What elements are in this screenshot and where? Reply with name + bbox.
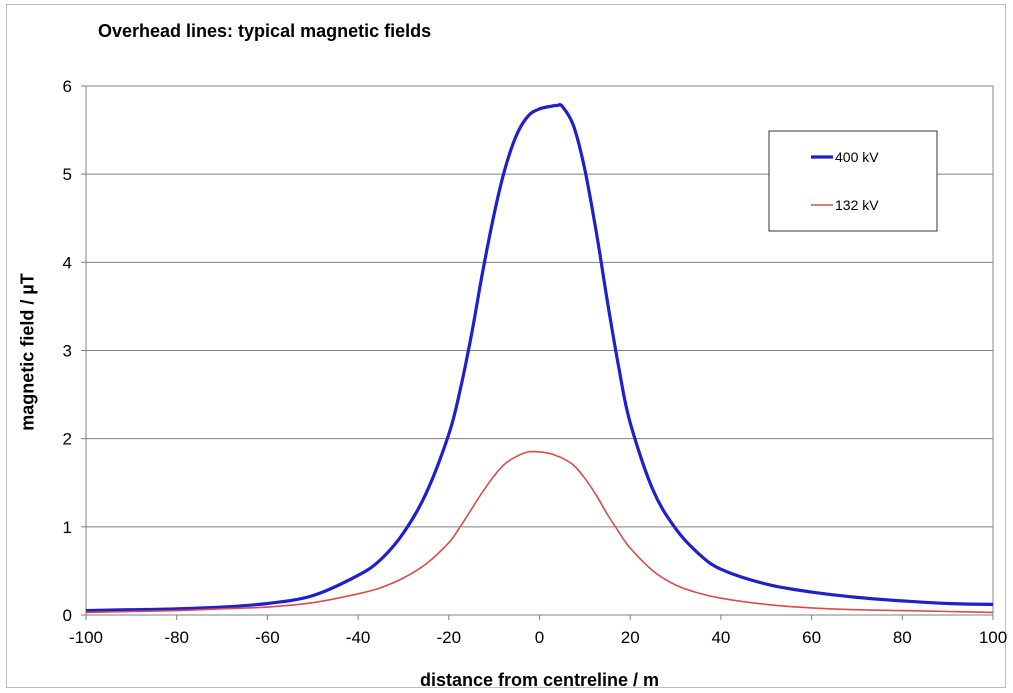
x-tick-label: -100 <box>69 628 103 647</box>
x-tick-label: -40 <box>346 628 371 647</box>
chart-title: Overhead lines: typical magnetic fields <box>98 21 432 41</box>
x-tick-label: 100 <box>979 628 1007 647</box>
y-tick-label: 6 <box>63 77 72 96</box>
y-tick-label: 2 <box>63 430 72 449</box>
x-tick-label: -80 <box>164 628 189 647</box>
x-tick-label: -60 <box>255 628 280 647</box>
y-tick-label: 4 <box>63 253 72 272</box>
series-line-400-kv <box>85 102 994 613</box>
x-tick-label: -20 <box>437 628 462 647</box>
series-line-132-kv <box>85 450 994 614</box>
y-tick-label: 3 <box>63 342 72 361</box>
y-tick-label: 5 <box>63 165 72 184</box>
legend-box <box>768 130 938 232</box>
legend-label: 132 kV <box>835 197 879 213</box>
y-tick-label: 0 <box>63 606 72 625</box>
x-tick-label: 80 <box>893 628 912 647</box>
x-tick-label: 60 <box>802 628 821 647</box>
x-tick-label: 0 <box>535 628 544 647</box>
x-tick-label: 40 <box>711 628 730 647</box>
legend-label: 400 kV <box>835 149 879 165</box>
x-axis-label: distance from centreline / m <box>419 670 660 690</box>
x-tick-label: 20 <box>621 628 640 647</box>
y-tick-label: 1 <box>63 518 72 537</box>
